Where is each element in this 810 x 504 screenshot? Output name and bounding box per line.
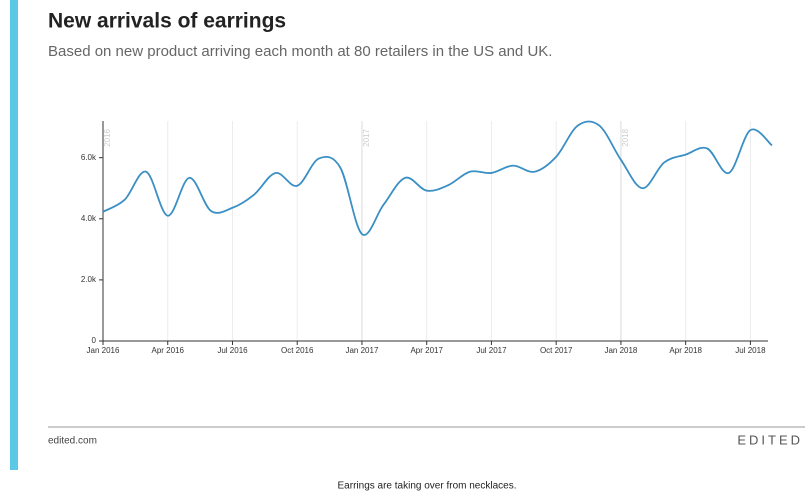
y-tick-label: 4.0k [81,214,97,223]
year-label: 2016 [103,128,112,146]
chart-subtitle: Based on new product arriving each month… [48,43,552,60]
y-tick-label: 6.0k [81,153,97,162]
x-tick-label: Jan 2016 [87,346,120,355]
series-line [102,120,773,236]
x-tick-label: Jan 2017 [345,346,378,355]
y-tick-label: 0 [92,336,97,345]
source: edited.com [48,436,97,447]
accent-bar [10,0,18,470]
x-tick-label: Jul 2018 [735,346,766,355]
x-tick-label: Apr 2018 [669,346,702,355]
caption: Earrings are taking over from necklaces. [338,481,517,492]
logo: EDITED [737,432,803,447]
chart-title: New arrivals of earrings [48,10,286,33]
year-label: 2018 [621,128,630,146]
x-tick-label: Apr 2016 [152,346,185,355]
y-tick-label: 2.0k [81,275,97,284]
x-tick-label: Jul 2017 [476,346,507,355]
x-tick-label: Jan 2018 [604,346,637,355]
year-label: 2017 [362,128,371,146]
x-tick-label: Oct 2017 [540,346,573,355]
x-tick-label: Apr 2017 [410,346,443,355]
x-tick-label: Oct 2016 [281,346,314,355]
x-tick-label: Jul 2016 [217,346,248,355]
